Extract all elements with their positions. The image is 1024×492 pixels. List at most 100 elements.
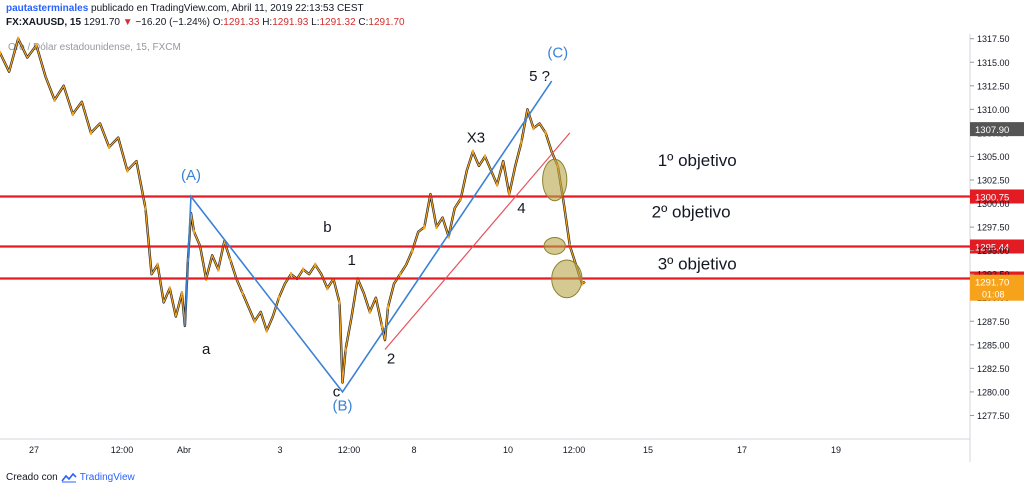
price-candle	[484, 154, 486, 159]
published-text: publicado en TradingView.com, Abril 11, …	[91, 3, 364, 14]
price-tick-label: 1277.50	[977, 411, 1010, 421]
wave-label[interactable]: (C)	[547, 45, 568, 62]
price-candle	[35, 43, 38, 48]
time-tick-label: 8	[411, 445, 416, 455]
wave-label[interactable]: c	[333, 384, 341, 401]
price-tag	[970, 122, 1024, 137]
price-candle	[459, 196, 462, 201]
price-candle	[156, 262, 159, 267]
price-candle	[180, 291, 183, 296]
wave-label[interactable]: X3	[467, 129, 485, 146]
time-tick-label: 12:00	[338, 445, 361, 455]
open-value: 1291.33	[223, 17, 260, 28]
time-tick-label: 19	[831, 445, 841, 455]
price-tick-label: 1300.00	[977, 199, 1010, 209]
level-price-tag	[970, 189, 1024, 204]
symbol-label: FX:XAUUSD, 15	[6, 17, 82, 28]
wave-label[interactable]: a	[202, 341, 211, 358]
price-candle	[71, 112, 74, 117]
publish-line: pautasterminales publicado en TradingVie…	[6, 3, 364, 14]
highlight-circle[interactable]	[543, 236, 566, 255]
price-candle	[508, 192, 511, 197]
price-tick-label: 1315.00	[977, 58, 1010, 68]
publisher-link[interactable]: pautasterminales	[6, 3, 89, 14]
price-candle	[217, 267, 220, 272]
price-candle	[253, 319, 256, 324]
price-tick-label: 1305.00	[977, 152, 1010, 162]
price-tick-label: 1285.00	[977, 340, 1010, 350]
level-price-tag	[970, 239, 1024, 254]
highlight-circle[interactable]	[551, 259, 583, 299]
chart-area[interactable]: Oro / Dólar estadounidense, 15, FXCM 1300…	[0, 34, 1024, 462]
level-price-tag-text: 1295.44	[975, 242, 1009, 253]
chart-header: pautasterminales publicado en TradingVie…	[0, 0, 1024, 32]
price-tag	[970, 274, 1024, 301]
target-label[interactable]: 2º objetivo	[652, 203, 731, 222]
wave-label[interactable]: b	[323, 219, 331, 236]
price-candle	[126, 168, 129, 173]
price-candle	[290, 272, 292, 277]
trend-line[interactable]	[384, 132, 571, 350]
time-tick-label: 15	[643, 445, 653, 455]
chart-svg[interactable]: Oro / Dólar estadounidense, 15, FXCM 1300…	[0, 34, 1024, 462]
footer: Creado con TradingView	[0, 466, 1024, 492]
price-candle	[435, 225, 438, 230]
time-tick-label: 3	[277, 445, 282, 455]
price-tag-countdown: 01:08	[982, 290, 1005, 300]
price-candle	[368, 309, 371, 314]
price-candle	[471, 149, 474, 154]
last-price: 1291.70	[83, 17, 120, 28]
price-candle	[447, 234, 450, 239]
price-tick-label: 1287.50	[977, 317, 1010, 327]
wave-label[interactable]: 2	[387, 351, 395, 368]
price-candle	[387, 305, 389, 310]
ohlc-line: FX:XAUUSD, 15 1291.70 ▼ −16.20 (−1.24%) …	[6, 17, 405, 28]
tradingview-link[interactable]: TradingView	[79, 472, 135, 483]
price-candle	[423, 225, 426, 230]
price-candle	[108, 145, 111, 150]
target-label[interactable]: 1º objetivo	[658, 151, 737, 170]
price-candle	[229, 258, 232, 263]
price-candle	[544, 130, 547, 135]
price-candle	[520, 140, 523, 145]
price-series-outline	[0, 37, 586, 384]
chart-watermark: Oro / Dólar estadounidense, 15, FXCM	[8, 42, 181, 53]
price-candle	[314, 262, 317, 267]
price-candle	[193, 229, 195, 234]
wave-label[interactable]: 4	[517, 200, 525, 217]
price-tick-label: 1295.00	[977, 246, 1010, 256]
low-label: L:	[311, 17, 320, 28]
low-value: 1291.32	[319, 17, 356, 28]
price-candle	[399, 272, 402, 277]
target-label[interactable]: 3º objetivo	[658, 254, 737, 273]
price-candle	[532, 126, 535, 131]
created-with: Creado con TradingView	[6, 472, 135, 483]
time-tick-label: 12:00	[563, 445, 586, 455]
price-candle	[380, 323, 383, 328]
price-candle	[241, 291, 244, 296]
price-tick-label: 1282.50	[977, 364, 1010, 374]
price-tick-label: 1302.50	[977, 175, 1010, 185]
wave-label[interactable]: 5 ?	[529, 68, 550, 85]
wave-label[interactable]: 1	[347, 252, 355, 269]
change-value: −16.20 (−1.24%)	[135, 17, 210, 28]
price-tick-label: 1310.00	[977, 105, 1010, 115]
price-candle	[496, 182, 499, 187]
price-candle	[168, 286, 171, 291]
wave-label[interactable]: (A)	[181, 167, 201, 184]
price-candle	[277, 295, 280, 300]
price-tag-text: 1307.90	[975, 125, 1009, 136]
highlight-circle[interactable]	[542, 158, 568, 202]
price-tick-label: 1297.50	[977, 223, 1010, 233]
triangle-down-icon: ▼	[122, 17, 133, 28]
price-candle	[53, 97, 56, 102]
price-candle	[265, 328, 268, 333]
open-label: O:	[212, 17, 224, 28]
elliott-wave-line[interactable]	[184, 80, 553, 394]
wave-label[interactable]: (B)	[333, 398, 353, 415]
tradingview-logo-icon[interactable]	[61, 472, 77, 483]
price-tick-label: 1317.50	[977, 34, 1010, 44]
price-tick-label: 1280.00	[977, 387, 1010, 397]
price-candle	[17, 36, 20, 41]
time-tick-label: 27	[29, 445, 39, 455]
